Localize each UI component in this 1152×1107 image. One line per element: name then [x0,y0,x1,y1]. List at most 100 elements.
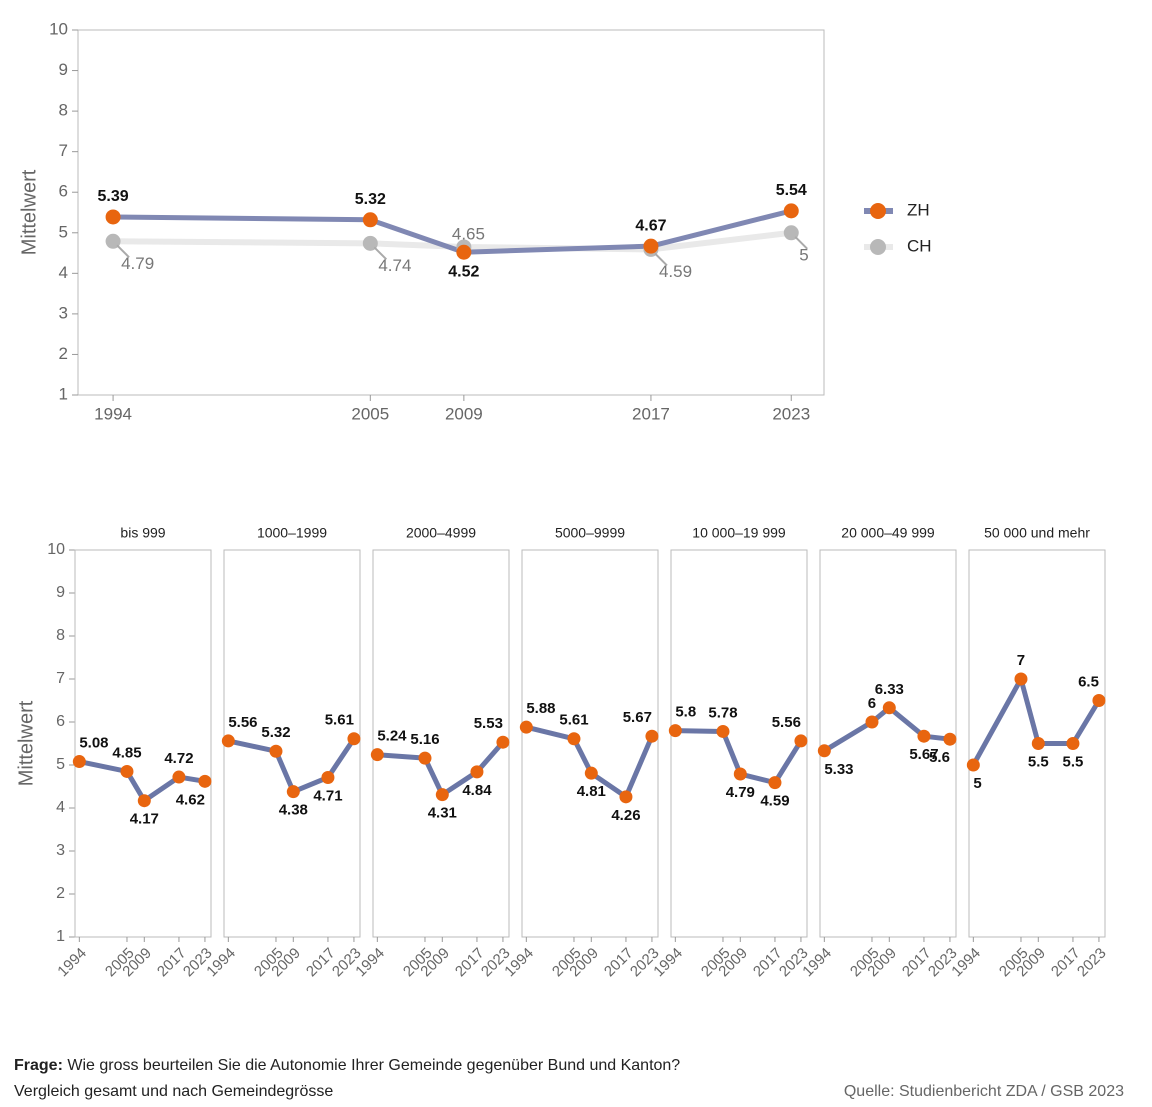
y-tick-label: 6 [56,713,65,730]
y-tick-label: 1 [59,384,68,403]
x-tick-label: 2017 [750,945,786,981]
data-label: 5.61 [559,712,588,729]
data-label: 4.59 [659,262,692,281]
marker [733,767,747,781]
marker [456,244,472,260]
panel-title: bis 999 [120,525,165,541]
x-tick-label: 2017 [303,945,339,981]
marker [943,732,957,746]
legend-label: CH [907,236,932,255]
y-tick-label: 2 [56,885,65,902]
y-tick-label: 7 [59,141,68,160]
y-tick-label: 4 [56,799,65,816]
data-label: 4.38 [279,802,308,819]
data-label: 6.5 [1078,673,1099,690]
x-tick-label: 2017 [1048,945,1084,981]
question: Wie gross beurteilen Sie die Autonomie I… [67,1057,681,1074]
y-axis-label: Mittelwert [18,169,40,255]
data-label: 5.88 [526,700,555,717]
marker [519,720,533,734]
data-label: 5.08 [79,735,108,752]
marker [362,212,378,228]
data-label: 4.79 [726,784,755,801]
x-tick-label: 2005 [351,404,389,423]
data-label: 5 [799,245,808,264]
marker [137,794,151,808]
marker [917,729,931,743]
x-tick-label: 2023 [1074,945,1110,981]
legend-label: ZH [907,200,930,219]
data-label: 4.31 [428,805,457,822]
legend-marker [870,239,886,255]
x-tick-label: 2017 [601,945,637,981]
data-label: 5.67 [623,709,652,726]
data-label: 5.16 [410,731,439,748]
data-label: 5.39 [98,188,129,205]
y-tick-label: 1 [56,928,65,945]
marker [584,766,598,780]
data-label: 5 [973,775,981,792]
panel-title: 2000–4999 [406,525,476,541]
marker [198,774,212,788]
marker [1031,737,1045,750]
panel-frame [968,549,1106,938]
panel-frame [521,549,659,938]
data-label: 4.62 [176,791,205,808]
data-label: 5.54 [776,182,807,199]
data-label: 4.17 [130,811,159,828]
x-tick-label: 2017 [452,945,488,981]
data-label: 6 [868,695,876,712]
x-tick-label: 1994 [94,404,132,423]
data-label: 5.61 [325,712,354,729]
marker [105,233,121,249]
marker [768,776,782,790]
data-label: 4.26 [611,807,640,824]
y-tick-label: 10 [47,541,65,558]
data-label: 5.53 [474,715,503,732]
data-label: 4.65 [452,224,485,243]
data-label: 5.24 [377,728,407,745]
marker [172,770,186,784]
marker [716,724,730,738]
marker [643,238,659,254]
marker [817,744,831,758]
marker [783,225,799,241]
marker [362,235,378,251]
y-tick-label: 3 [59,303,68,322]
data-label: 5.6 [929,749,950,766]
plot-frame [77,29,825,396]
panel-title: 1000–1999 [257,525,327,541]
panel-title: 10 000–19 999 [692,525,786,541]
data-label: 4.67 [635,217,666,234]
data-label: 5.33 [824,761,853,778]
marker [269,744,283,758]
y-tick-label: 3 [56,842,65,859]
marker [966,758,980,772]
y-tick-label: 5 [56,756,65,773]
label-leader [654,252,668,267]
marker [347,732,361,746]
marker [882,701,896,715]
marker [645,729,659,743]
y-tick-label: 4 [59,263,68,282]
data-label: 5.32 [355,191,386,208]
panel-title: 50 000 und mehr [984,525,1090,541]
panel-frame [670,549,808,938]
marker [668,724,682,738]
label-leader [116,244,130,259]
data-label: 5.78 [708,704,737,721]
y-axis-label: Mittelwert [15,700,37,786]
data-label: 5.8 [675,704,696,721]
marker [105,209,121,225]
y-tick-label: 9 [56,584,65,601]
marker [221,734,235,748]
x-tick-label: 2009 [445,404,483,423]
marker [1014,672,1028,686]
y-tick-label: 7 [56,670,65,687]
series-line [227,737,357,795]
y-tick-label: 9 [59,60,68,79]
legend-marker [870,203,886,219]
question-line: Frage: Wie gross beurteilen Sie die Auto… [14,1057,680,1075]
